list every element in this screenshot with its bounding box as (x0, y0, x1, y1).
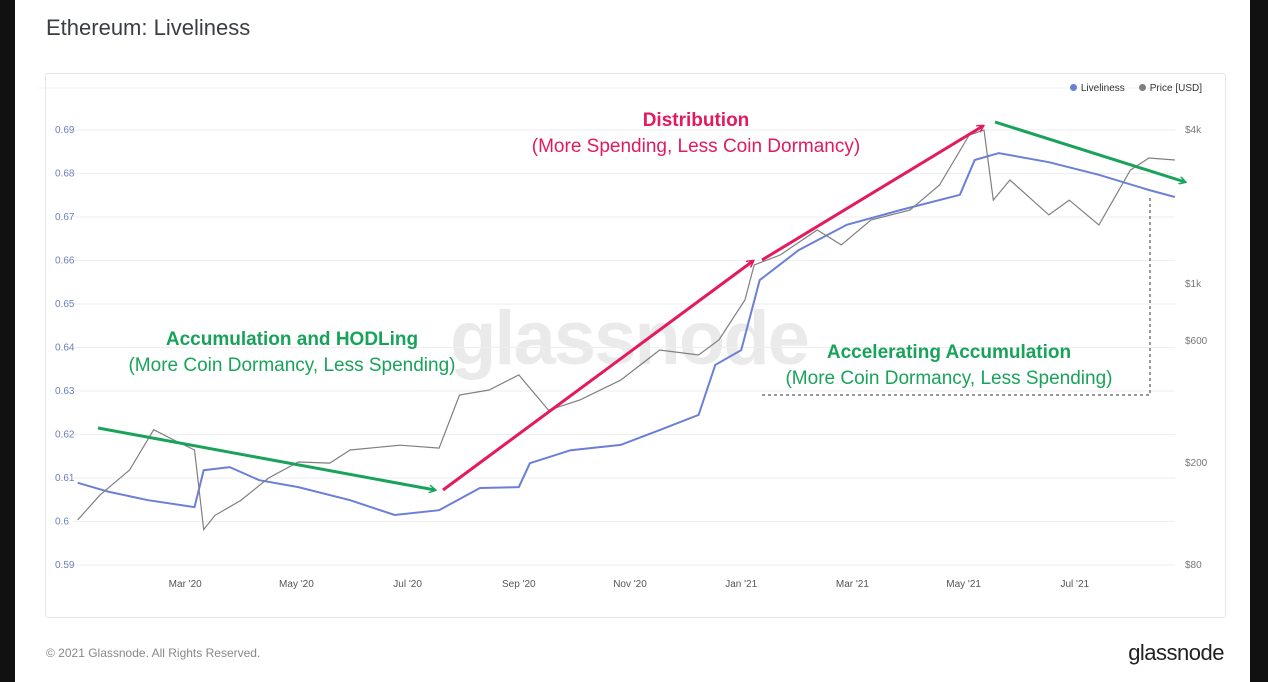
annotation-subtitle: (More Coin Dormancy, Less Spending) (128, 355, 456, 376)
y-right-tick-label: $200 (1185, 458, 1208, 469)
legend-dot-icon (1138, 84, 1146, 91)
annotation-subtitle: (More Coin Dormancy, Less Spending) (785, 368, 1113, 389)
y-left-tick-label: 0.61 (55, 473, 75, 484)
legend: Liveliness Price [USD] (1069, 83, 1202, 94)
legend-dot-icon (1069, 84, 1077, 91)
x-tick-label: Sep '20 (502, 579, 536, 590)
legend-label: Liveliness (1080, 83, 1125, 94)
y-left-tick-label: 0.67 (55, 212, 75, 223)
annotation-accelerating: Accelerating Accumulation (More Coin Dor… (749, 340, 1149, 392)
y-left-tick-label: 0.69 (55, 125, 75, 136)
series-line-liveliness (77, 152, 1176, 517)
y-left-tick-label: 0.62 (55, 430, 75, 441)
annotation-title: Accelerating Accumulation (826, 342, 1072, 363)
annotation-subtitle: (More Spending, Less Coin Dormancy) (531, 136, 861, 157)
x-tick-label: Jul '21 (1061, 579, 1090, 590)
y-left-tick-label: 0.63 (55, 386, 75, 397)
chart-card (45, 73, 1226, 618)
y-left-tick-label: 0.66 (55, 256, 75, 267)
y-left-tick-label: 0.64 (55, 343, 75, 354)
annotation-arrow (97, 426, 435, 490)
y-left-tick-label: 0.65 (55, 299, 75, 310)
copyright: © 2021 Glassnode. All Rights Reserved. (46, 646, 261, 660)
x-tick-label: Mar '20 (169, 579, 202, 590)
watermark: glassnode (450, 296, 810, 381)
series-line-price-usd- (77, 129, 1175, 532)
y-right-tick-label: $600 (1185, 336, 1208, 347)
y-left-tick-label: 0.59 (55, 560, 75, 571)
legend-item-liveliness[interactable]: Liveliness (1069, 83, 1125, 94)
annotation-accumulation: Accumulation and HODLing (More Coin Dorm… (92, 327, 492, 379)
annotation-arrow (994, 120, 1185, 182)
annotation-arrow (442, 261, 753, 492)
x-tick-label: May '21 (946, 579, 981, 590)
y-right-tick-label: $80 (1185, 560, 1202, 571)
annotation-title: Accumulation and HODLing (165, 329, 419, 350)
left-border (0, 0, 15, 682)
glassnode-logo: glassnode (1128, 640, 1224, 665)
annotation-distribution: Distribution (More Spending, Less Coin D… (496, 108, 896, 160)
y-left-tick-label: 0.68 (55, 169, 75, 180)
legend-item-price[interactable]: Price [USD] (1138, 83, 1202, 94)
x-tick-label: Jul '20 (393, 579, 422, 590)
page-title: Ethereum: Liveliness (46, 15, 251, 40)
annotation-arrow (761, 126, 983, 262)
annotation-title: Distribution (642, 110, 750, 131)
x-tick-label: May '20 (279, 579, 314, 590)
y-right-tick-label: $4k (1185, 125, 1202, 136)
x-tick-label: Nov '20 (613, 579, 647, 590)
y-right-tick-label: $1k (1185, 279, 1202, 290)
legend-label: Price [USD] (1149, 83, 1202, 94)
y-left-tick-label: 0.6 (55, 517, 69, 528)
x-tick-label: Jan '21 (725, 579, 757, 590)
right-border (1250, 0, 1268, 682)
x-tick-label: Mar '21 (836, 579, 869, 590)
